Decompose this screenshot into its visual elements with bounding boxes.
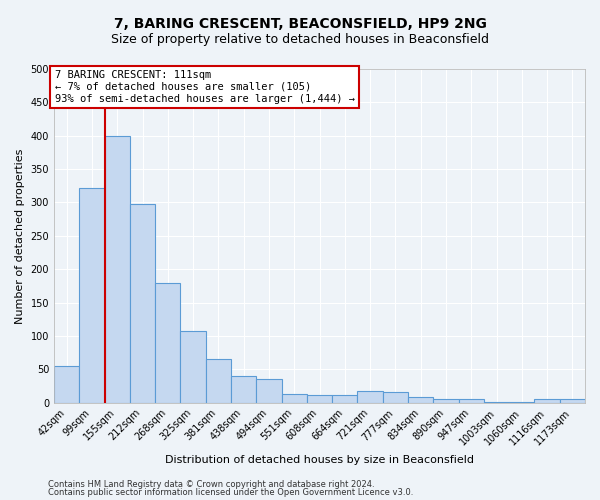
Bar [408,396,433,402]
Bar [181,330,206,402]
Bar [54,366,79,403]
Text: 7, BARING CRESCENT, BEACONSFIELD, HP9 2NG: 7, BARING CRESCENT, BEACONSFIELD, HP9 2N… [113,18,487,32]
X-axis label: Distribution of detached houses by size in Beaconsfield: Distribution of detached houses by size … [165,455,474,465]
Text: Size of property relative to detached houses in Beaconsfield: Size of property relative to detached ho… [111,32,489,46]
Bar [560,398,585,402]
Text: Contains public sector information licensed under the Open Government Licence v3: Contains public sector information licen… [48,488,413,497]
Bar [104,136,130,402]
Bar [535,400,560,402]
Text: Contains HM Land Registry data © Crown copyright and database right 2024.: Contains HM Land Registry data © Crown c… [48,480,374,489]
Bar [256,378,281,402]
Y-axis label: Number of detached properties: Number of detached properties [15,148,25,324]
Text: 7 BARING CRESCENT: 111sqm
← 7% of detached houses are smaller (105)
93% of semi-: 7 BARING CRESCENT: 111sqm ← 7% of detach… [55,70,355,104]
Bar [231,376,256,402]
Bar [433,400,458,402]
Bar [130,204,155,402]
Bar [358,392,383,402]
Bar [383,392,408,402]
Bar [206,360,231,403]
Bar [332,394,358,402]
Bar [281,394,307,402]
Bar [79,188,104,402]
Bar [458,400,484,402]
Bar [307,394,332,402]
Bar [155,282,181,403]
